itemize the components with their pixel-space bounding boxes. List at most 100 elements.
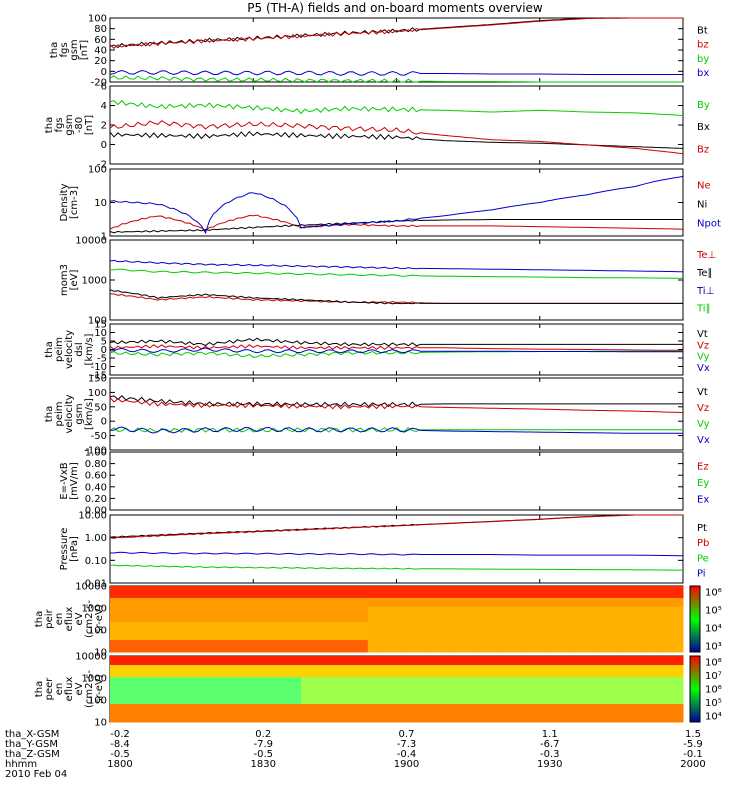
spectrogram-cell [367,710,378,714]
spectrogram-cell [119,613,130,617]
spectrogram-cell [644,598,655,602]
spectrogram-cell [597,616,608,620]
spectrogram-cell [386,619,397,623]
spectrogram-cell [597,701,608,705]
spectrogram-cell [310,677,321,681]
spectrogram-cell [396,631,407,635]
spectrogram-cell [625,616,636,620]
spectrogram-cell [234,713,245,717]
spectrogram-cell [472,680,483,684]
spectrogram-cell [358,631,369,635]
spectrogram-cell [358,716,369,720]
spectrogram-cell [654,598,665,602]
spectrogram-cell [406,680,417,684]
spectrogram-cell [167,622,178,626]
spectrogram-cell [215,625,226,629]
spectrogram-cell [577,719,588,723]
spectrogram-cell [301,586,312,590]
spectrogram-cell [568,646,579,650]
spectrogram-cell [530,586,541,590]
spectrogram-cell [386,637,397,641]
spectrogram-cell [367,683,378,687]
spectrogram-cell [644,689,655,693]
spectrogram-cell [215,713,226,717]
spectrogram-cell [520,683,531,687]
spectrogram-cell [262,625,273,629]
spectrogram-cell [205,677,216,681]
spectrogram-cell [663,628,674,632]
spectrogram-cell [291,589,302,593]
spectrogram-cell [262,586,273,590]
spectrogram-cell [558,649,569,653]
spectrogram-cell [195,613,206,617]
spectrogram-cell [348,595,359,599]
spectrogram-cell [606,695,617,699]
spectrogram-cell [663,613,674,617]
spectrogram-cell [186,622,197,626]
spectrogram-cell [301,680,312,684]
spectrogram-cell [444,668,455,672]
spectrogram-cell [243,665,254,669]
spectrogram-cell [482,586,493,590]
spectrogram-cell [625,683,636,687]
spectrogram-cell [444,713,455,717]
spectrogram-cell [587,601,598,605]
spectrogram-cell [386,656,397,660]
spectrogram-cell [358,607,369,611]
spectrogram-cell [511,656,522,660]
spectrogram-cell [348,707,359,711]
y-axis-label-line: -80 [74,117,85,133]
spectrogram-cell [482,713,493,717]
y-tick-label: 6 [101,82,107,93]
spectrogram-cell [577,595,588,599]
spectrogram-cell [444,683,455,687]
spectrogram-cell [157,674,168,678]
spectrogram-cell [138,683,149,687]
spectrogram-cell [301,668,312,672]
spectrogram-cell [406,637,417,641]
spectrogram-cell [301,704,312,708]
spectrogram-cell [587,604,598,608]
spectrogram-cell [597,719,608,723]
spectrogram-cell [434,649,445,653]
spectrogram-cell [310,689,321,693]
spectrogram-cell [167,704,178,708]
spectrogram-cell [606,601,617,605]
spectrogram-cell [253,622,264,626]
spectrogram-cell [205,695,216,699]
spectrogram-cell [281,604,292,608]
spectrogram-cell [272,671,283,675]
spectrogram-cell [291,710,302,714]
spectrogram-cell [348,643,359,647]
spectrogram-cell [511,592,522,596]
spectrogram-cell [215,613,226,617]
spectrogram-cell [539,710,550,714]
spectrogram-cell [272,719,283,723]
spectrogram-cell [291,646,302,650]
spectrogram-cell [320,662,331,666]
spectrogram-cell [406,671,417,675]
spectrogram-cell [167,695,178,699]
spectrogram-cell [511,619,522,623]
spectrogram-cell [167,586,178,590]
spectrogram-cell [367,625,378,629]
spectrogram-cell [568,640,579,644]
spectrogram-cell [673,592,684,596]
spectrogram-cell [511,683,522,687]
spectrogram-cell [673,710,684,714]
spectrogram-cell [577,622,588,626]
spectrogram-cell [472,643,483,647]
spectrogram-cell [635,680,646,684]
spectrogram-cell [625,598,636,602]
spectrogram-cell [549,589,560,593]
spectrogram-cell [110,631,121,635]
spectrogram-cell [339,680,350,684]
spectrogram-cell [511,674,522,678]
spectrogram-cell [339,695,350,699]
spectrogram-cell [463,649,474,653]
spectrogram-cell [530,659,541,663]
spectrogram-cell [329,637,340,641]
series-line-ne [109,214,684,232]
spectrogram-cell [625,589,636,593]
spectrogram-cell [167,671,178,675]
